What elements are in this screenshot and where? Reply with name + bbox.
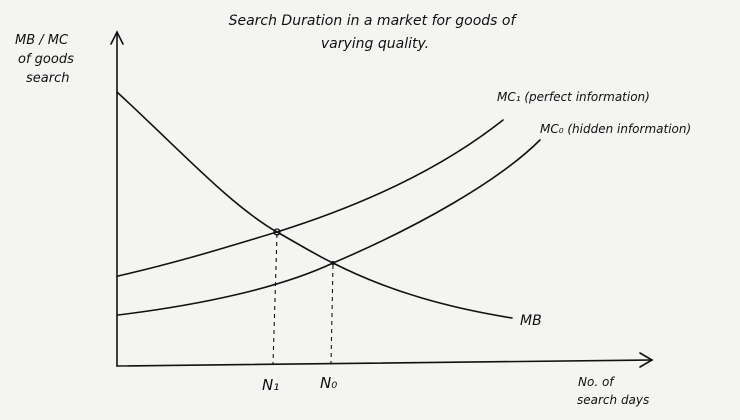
n1-tick-label: N₁ [262,376,279,394]
x-axis-label-line1: No. of [578,375,615,389]
mb-curve-label: MB [520,313,542,329]
diagram-title-line1: Search Duration in a market for goods of [229,13,518,29]
mc1-curve [117,119,504,277]
y-axis-label-line2: of goods [18,52,74,67]
mc0-curve-label: MC₀ (hidden information) [540,122,691,136]
y-axis-label-line3: search [26,71,69,86]
intersection-mb-mc0 [331,261,335,265]
y-axis-arrow-icon [110,30,124,45]
mb-curve [116,91,513,319]
mc1-curve-label: MC₁ (perfect information) [497,90,650,104]
x-axis-label-line2: search days [577,393,649,407]
x-axis-arrow-icon [639,352,654,368]
mc0-curve [117,139,541,316]
x-axis [116,359,653,367]
n1-dropline [272,233,278,365]
n0-dropline [330,264,334,364]
diagram-title-line2: varying quality. [321,36,429,52]
y-axis-label-line1: MB / MC [15,33,69,48]
n0-tick-label: N₀ [320,374,337,392]
